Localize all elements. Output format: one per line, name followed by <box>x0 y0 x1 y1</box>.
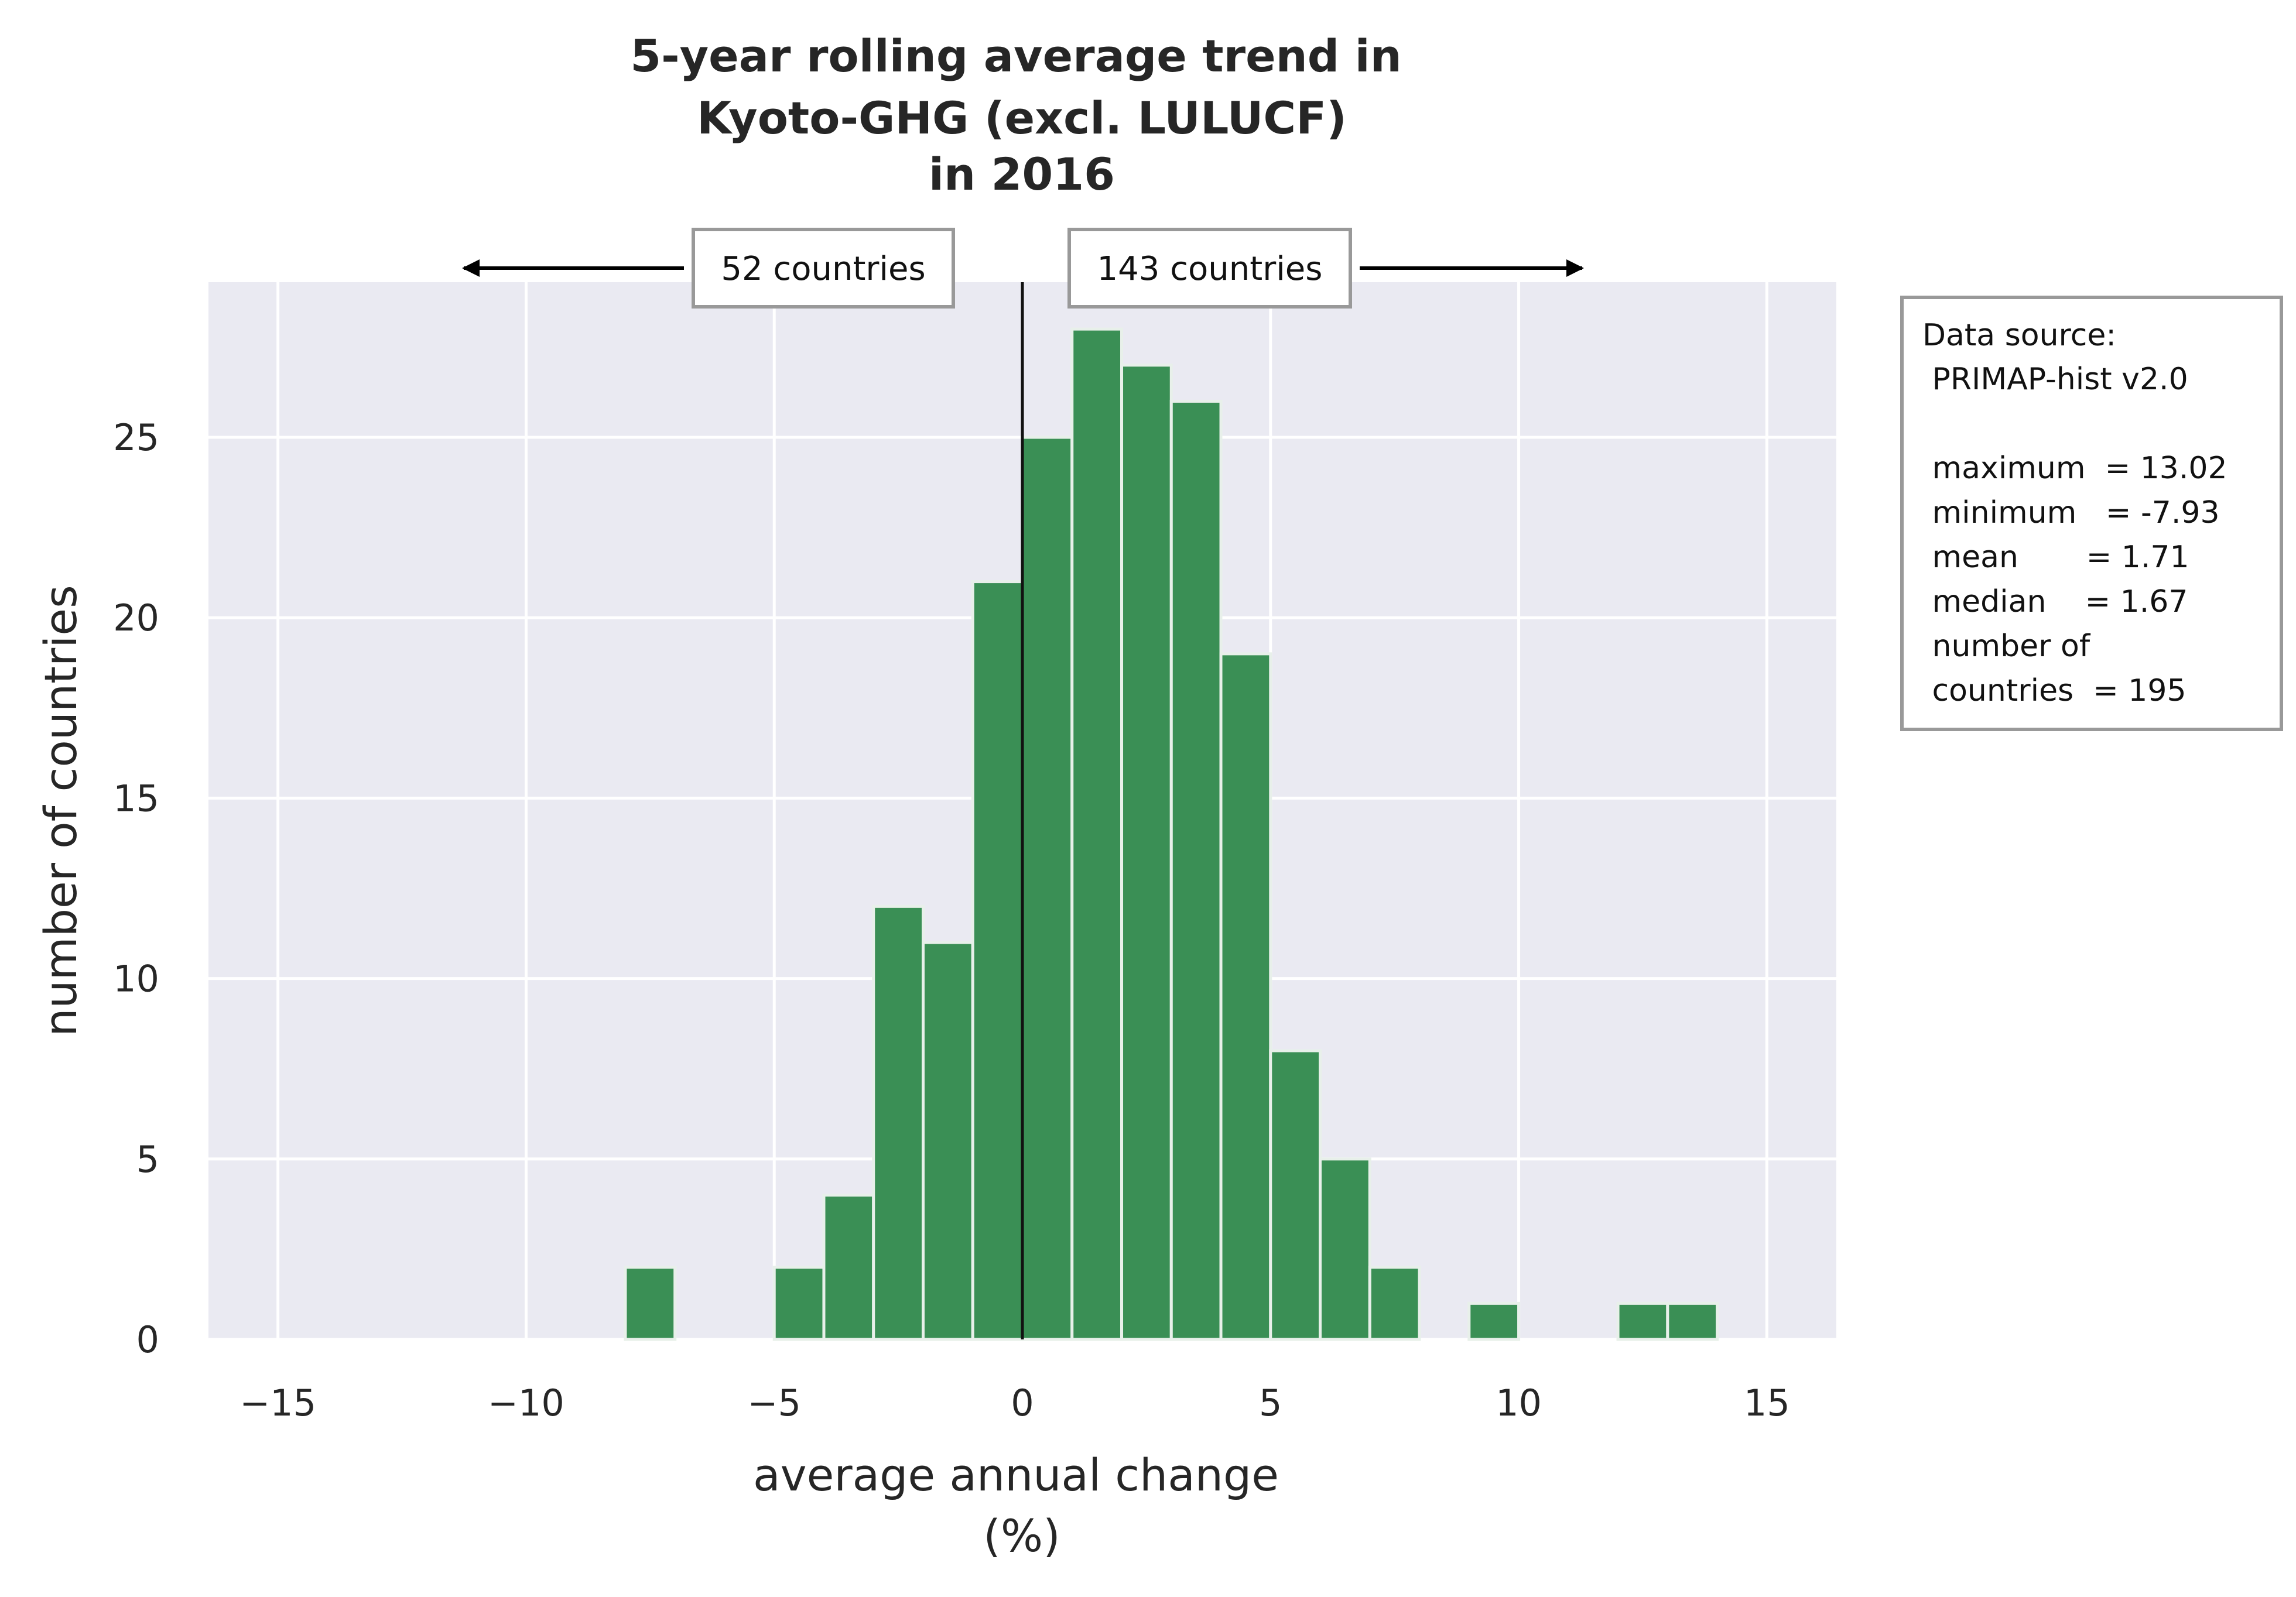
y-tick-label: 25 <box>113 416 159 459</box>
x-axis-label-line-2: (%) <box>983 1510 1060 1562</box>
y-tick-label: 20 <box>113 597 159 639</box>
y-axis-ticks: 0 5 10 15 20 25 <box>113 416 159 1361</box>
histogram-bar <box>1070 327 1124 1341</box>
chart-title-line-1: 5-year rolling average trend in <box>630 30 1402 82</box>
info-line-9: countries = 195 <box>1922 673 2186 708</box>
info-line-5: minimum = -7.93 <box>1922 495 2220 530</box>
histogram-bar <box>921 941 974 1341</box>
x-tick-label: −10 <box>488 1382 564 1424</box>
y-tick-label: 0 <box>136 1318 159 1361</box>
histogram-bar <box>971 580 1024 1341</box>
info-line-8: number of <box>1922 629 2091 664</box>
y-tick-label: 5 <box>136 1138 159 1181</box>
histogram-bar <box>1021 436 1074 1341</box>
y-tick-label: 15 <box>113 777 159 820</box>
chart-title-line-3: in 2016 <box>929 148 1115 200</box>
x-tick-label: 15 <box>1744 1382 1790 1424</box>
histogram-bar <box>1467 1301 1521 1341</box>
right-count-box <box>1067 228 1352 309</box>
x-axis-ticks: −15 −10 −5 0 5 10 15 <box>239 1382 1790 1424</box>
x-tick-label: 5 <box>1259 1382 1282 1424</box>
histogram-bar <box>1616 1301 1669 1341</box>
histogram-bar <box>1368 1266 1421 1341</box>
histogram-bar <box>1169 399 1223 1341</box>
x-tick-label: −5 <box>748 1382 801 1424</box>
histogram-bar <box>624 1266 677 1341</box>
histogram-bar <box>1120 364 1173 1341</box>
left-count-label: 52 countries <box>721 250 925 288</box>
y-axis-label: number of countries <box>35 585 87 1036</box>
chart-title-line-2: Kyoto-GHG (excl. LULUCF) <box>697 92 1347 144</box>
info-line-2: PRIMAP-hist v2.0 <box>1922 362 2188 397</box>
info-line-7: median = 1.67 <box>1922 584 2188 619</box>
info-line-4: maximum = 13.02 <box>1922 451 2227 486</box>
histogram-bar <box>772 1266 826 1341</box>
info-line-6: mean = 1.71 <box>1922 540 2189 575</box>
info-line-1: Data source: <box>1922 318 2116 353</box>
histogram-bar <box>872 904 925 1341</box>
histogram-bar <box>1219 652 1272 1341</box>
right-count-label: 143 countries <box>1097 250 1323 288</box>
histogram-bar <box>822 1193 875 1341</box>
left-count-box <box>692 228 955 309</box>
x-tick-label: 0 <box>1011 1382 1034 1424</box>
y-tick-label: 10 <box>113 958 159 1000</box>
x-tick-label: −15 <box>239 1382 316 1424</box>
histogram-bar <box>1319 1157 1371 1341</box>
histogram-bars <box>624 327 1719 1341</box>
info-box <box>1900 296 2283 731</box>
histogram-bar <box>1269 1049 1322 1341</box>
histogram-bar <box>1666 1301 1719 1341</box>
x-tick-label: 10 <box>1496 1382 1542 1424</box>
x-axis-label-line-1: average annual change <box>753 1449 1279 1501</box>
